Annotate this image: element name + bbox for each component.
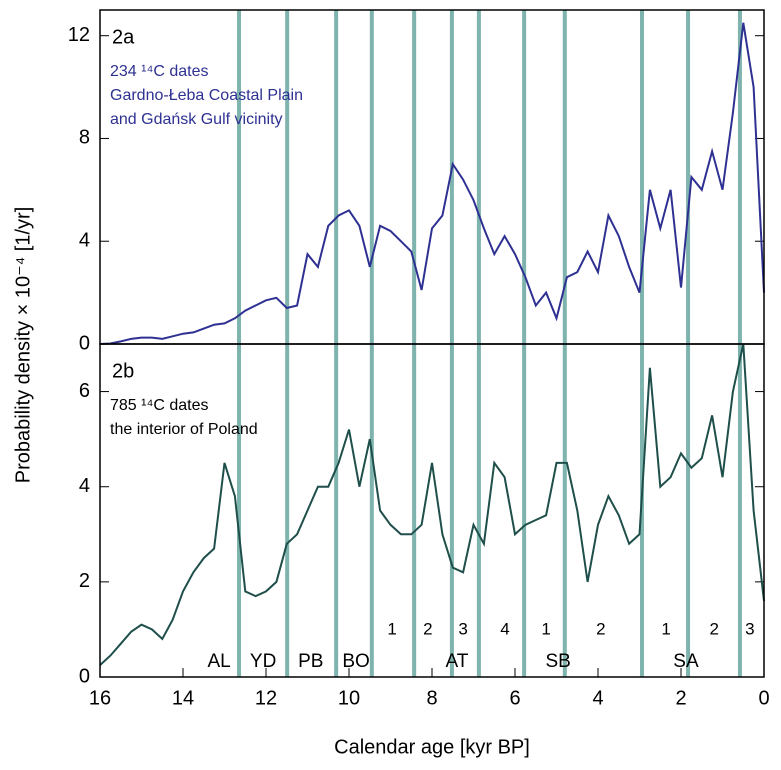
annotation: 234 ¹⁴C dates (110, 63, 208, 80)
subzone-label: 2 (423, 619, 432, 638)
y-tick-label: 6 (79, 380, 90, 402)
subzone-label: 2 (596, 619, 605, 638)
series-line (99, 22, 765, 345)
panel-label: 2b (112, 360, 134, 382)
subzone-label: 2 (709, 619, 718, 638)
zone-label: AT (445, 651, 468, 672)
x-axis-label: Calendar age [kyr BP] (334, 736, 530, 758)
zone-label: SA (673, 651, 699, 672)
subzone-label: 4 (500, 619, 509, 638)
x-tick-label: 4 (592, 687, 603, 709)
zone-label: BO (342, 651, 369, 672)
x-tick-label: 0 (758, 687, 769, 709)
subzone-label: 3 (745, 619, 754, 638)
y-tick-label: 8 (79, 127, 90, 149)
y-tick-label: 12 (68, 24, 90, 46)
x-tick-label: 12 (255, 687, 277, 709)
panel-label: 2a (112, 26, 135, 48)
annotation: the interior of Poland (110, 421, 258, 438)
y-axis-label: Probability density × 10⁻⁴ [1/yr] (12, 207, 34, 484)
plot-frame (99, 9, 765, 345)
y-tick-label: 4 (79, 475, 90, 497)
subzone-label: 1 (661, 619, 670, 638)
zone-label: YD (250, 651, 276, 672)
y-tick-label: 2 (79, 570, 90, 592)
annotation: and Gdańsk Gulf vicinity (110, 111, 283, 128)
subzone-label: 1 (541, 619, 550, 638)
subzone-label: 1 (387, 619, 396, 638)
x-tick-label: 6 (509, 687, 520, 709)
zone-label: AL (207, 651, 230, 672)
x-tick-label: 8 (426, 687, 437, 709)
x-tick-label: 2 (675, 687, 686, 709)
x-tick-label: 10 (338, 687, 360, 709)
series-line (99, 343, 765, 666)
annotation: Gardno-Łeba Coastal Plain (110, 87, 303, 104)
subzone-label: 3 (458, 619, 467, 638)
x-tick-label: 16 (89, 687, 111, 709)
x-tick-label: 14 (172, 687, 194, 709)
y-tick-label: 0 (79, 332, 90, 354)
zone-label: SB (545, 651, 570, 672)
annotation: 785 ¹⁴C dates (110, 397, 208, 414)
zone-label: PB (298, 651, 323, 672)
y-tick-label: 0 (79, 665, 90, 687)
y-tick-label: 4 (79, 230, 90, 252)
